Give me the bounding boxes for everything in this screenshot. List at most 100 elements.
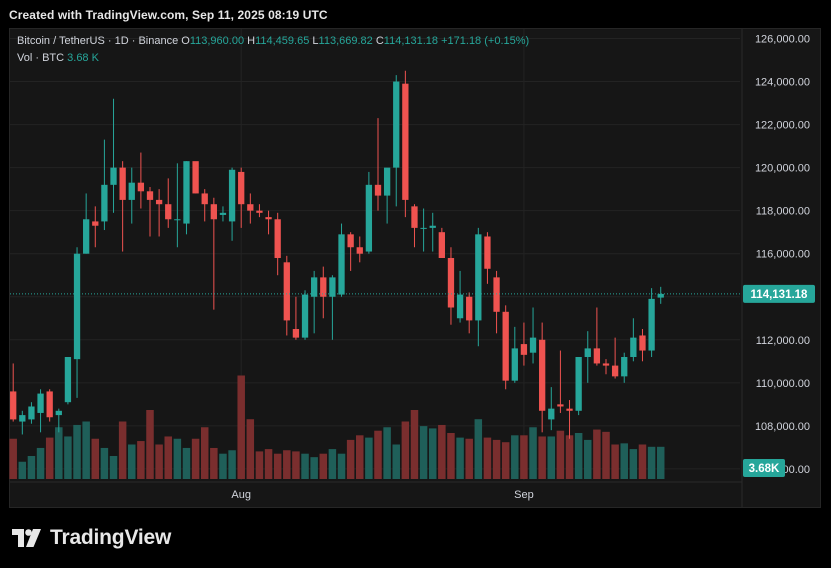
candle-body[interactable]	[19, 415, 26, 422]
candle-body[interactable]	[621, 356, 628, 377]
candle-body[interactable]	[10, 391, 17, 420]
y-tick-label: 118,000.00	[756, 206, 810, 218]
candle-body[interactable]	[292, 329, 300, 338]
candle-body[interactable]	[92, 221, 99, 226]
candle-body[interactable]	[338, 234, 345, 295]
legend-low-value: 113,669.82	[318, 35, 373, 47]
legend-volume-label[interactable]: Vol · BTC	[17, 52, 65, 64]
candle-body[interactable]	[456, 294, 464, 319]
candle-body[interactable]	[575, 356, 582, 411]
candle-body[interactable]	[128, 182, 135, 200]
volume-bar	[428, 428, 437, 479]
candle-body[interactable]	[146, 191, 154, 200]
volume-bar	[356, 435, 364, 479]
volume-bar	[191, 438, 200, 479]
candle-body[interactable]	[256, 210, 263, 213]
candle-body[interactable]	[320, 277, 327, 297]
candle-body[interactable]	[411, 206, 418, 228]
candle-body[interactable]	[374, 184, 382, 196]
candle-body[interactable]	[311, 277, 318, 297]
volume-bar	[55, 427, 63, 479]
candle-body[interactable]	[110, 167, 117, 185]
footer-brand: TradingView	[50, 526, 172, 549]
candle-body[interactable]	[447, 258, 455, 308]
candle-body[interactable]	[466, 296, 473, 321]
candle-body[interactable]	[365, 184, 373, 252]
candle-body[interactable]	[274, 219, 281, 259]
candle-body[interactable]	[657, 293, 664, 298]
volume-bar	[328, 449, 337, 479]
price-axis[interactable]: 126,000.00 124,000.00 122,000.00 120,000.00…	[741, 29, 815, 507]
candles[interactable]	[10, 70, 742, 439]
candle-body[interactable]	[183, 161, 190, 224]
candle-body[interactable]	[329, 277, 336, 297]
volume-bar	[574, 433, 583, 479]
candle-body[interactable]	[73, 253, 81, 360]
candle-body[interactable]	[566, 408, 573, 411]
volume-bar	[82, 421, 90, 479]
candle-body[interactable]	[228, 169, 236, 222]
candle-body[interactable]	[502, 311, 509, 381]
candle-body[interactable]	[64, 356, 72, 403]
candle-body[interactable]	[55, 410, 62, 416]
volume-bar	[246, 419, 255, 479]
candle-body[interactable]	[402, 83, 409, 200]
candle-body[interactable]	[639, 335, 646, 351]
volume-badge[interactable]	[743, 459, 785, 477]
time-axis[interactable]: Aug Sep	[10, 481, 742, 501]
candle-body[interactable]	[383, 167, 391, 196]
legend-high-label: H	[247, 35, 256, 47]
candle-body[interactable]	[301, 294, 309, 338]
candle-body[interactable]	[219, 212, 227, 215]
candle-body[interactable]	[137, 182, 145, 192]
candle-body[interactable]	[529, 337, 537, 353]
candle-body[interactable]	[630, 337, 637, 357]
candle-body[interactable]	[593, 348, 601, 364]
candle-body[interactable]	[247, 204, 254, 211]
candle-body[interactable]	[83, 219, 90, 254]
candle-body[interactable]	[283, 262, 290, 321]
candle-body[interactable]	[210, 204, 217, 220]
volume-bar	[511, 435, 519, 479]
candle-body[interactable]	[46, 391, 53, 418]
volume-bar	[200, 427, 209, 479]
candle-body[interactable]	[192, 161, 199, 194]
candle-body[interactable]	[429, 225, 436, 228]
candle-body[interactable]	[557, 404, 564, 407]
candle-body[interactable]	[356, 247, 363, 254]
last-price-badge[interactable]	[743, 284, 815, 303]
legend-volume-value: 3.68 K	[67, 52, 99, 64]
candle-body[interactable]	[201, 193, 208, 205]
y-tick-label: 110,000.00	[756, 378, 810, 390]
candle-body[interactable]	[539, 339, 546, 411]
candle-body[interactable]	[37, 393, 44, 413]
candle-body[interactable]	[511, 348, 518, 381]
candle-body[interactable]	[28, 406, 35, 420]
candle-body[interactable]	[119, 167, 126, 200]
candle-body[interactable]	[475, 234, 482, 321]
candle-body[interactable]	[484, 236, 491, 269]
candle-body[interactable]	[493, 277, 500, 312]
candle-body[interactable]	[165, 204, 172, 220]
candle-body[interactable]	[347, 234, 354, 248]
candle-body[interactable]	[101, 184, 108, 222]
candle-body[interactable]	[438, 232, 445, 259]
candle-body[interactable]	[393, 81, 400, 168]
volume-bars	[9, 375, 665, 479]
candle-body[interactable]	[265, 217, 272, 220]
candle-body[interactable]	[648, 298, 655, 351]
candle-body[interactable]	[602, 363, 610, 366]
candle-body[interactable]	[520, 344, 528, 355]
candle-body[interactable]	[174, 219, 181, 221]
candle-body[interactable]	[611, 365, 619, 377]
volume-bar	[474, 419, 483, 479]
volume-bar	[556, 430, 565, 479]
candle-body[interactable]	[238, 171, 245, 205]
legend-symbol[interactable]: Bitcoin / TetherUS · 1D · Binance	[17, 35, 179, 47]
volume-bar	[118, 421, 127, 479]
candle-body[interactable]	[548, 408, 555, 420]
candle-body[interactable]	[155, 199, 163, 205]
candle-body[interactable]	[420, 227, 427, 229]
candle-body[interactable]	[584, 348, 591, 357]
